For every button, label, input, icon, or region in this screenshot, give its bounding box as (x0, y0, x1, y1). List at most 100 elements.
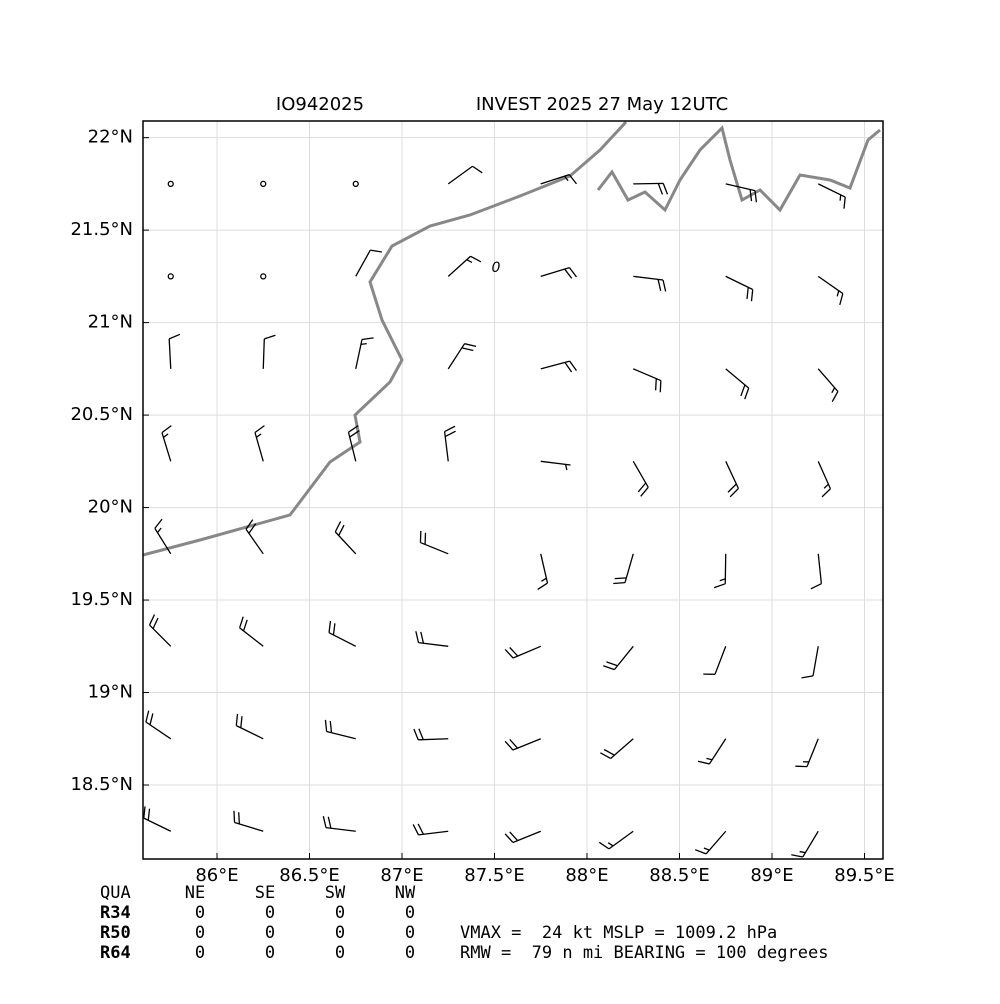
x-tick-label: 88°E (565, 865, 608, 886)
wind-barb (725, 368, 750, 400)
wind-barb (694, 830, 727, 855)
table-header: SW (325, 883, 346, 903)
wind-barb (235, 713, 264, 740)
title-right: INVEST 2025 27 May 12UTC (476, 94, 728, 115)
info-line: VMAX = 24 kt MSLP = 1009.2 hPa (460, 923, 777, 943)
table-cell: 0 (195, 943, 205, 963)
wind-barb (817, 275, 844, 306)
y-tick-label: 18.5°N (70, 774, 133, 795)
row-label: R50 (100, 923, 131, 943)
wind-barb (504, 830, 541, 844)
table-cell: 0 (335, 903, 345, 923)
table-cell: 0 (335, 923, 345, 943)
calm-marker (352, 180, 359, 188)
wind-barb (148, 614, 172, 647)
wind-barb (540, 460, 571, 471)
wind-barb (355, 337, 374, 369)
wind-barb (143, 806, 172, 832)
x-tick-label: 87°E (380, 865, 423, 886)
wind-barb (633, 182, 669, 195)
x-tick-label: 87.5°E (464, 865, 524, 886)
table-cell: 0 (195, 903, 205, 923)
row-label: R64 (100, 943, 131, 963)
wind-barb (412, 823, 449, 836)
calm-marker (260, 273, 267, 280)
wind-barb (697, 738, 727, 765)
table-header: NW (395, 883, 416, 903)
wind-barb (168, 333, 181, 369)
info-line: RMW = 79 n mi BEARING = 100 degrees (460, 943, 828, 963)
wind-barb (161, 425, 172, 462)
table-header: NE (185, 883, 205, 903)
table-cell: 0 (265, 923, 275, 943)
wind-barb (504, 738, 541, 751)
wind-barb (245, 519, 264, 555)
x-tick-label: 86.5°E (279, 865, 339, 886)
wind-barb (817, 183, 846, 209)
wind-barb (795, 738, 819, 768)
table-cell: 0 (405, 943, 415, 963)
table-cell: 0 (405, 903, 415, 923)
wind-barb (504, 645, 542, 659)
contour-label: 0 (492, 260, 501, 276)
table-cell: 0 (265, 903, 275, 923)
y-tick-label: 21°N (88, 312, 133, 333)
wind-barb (254, 425, 265, 462)
wind-barb (725, 275, 754, 302)
wind-barb (801, 646, 819, 679)
wind-barb (355, 249, 382, 277)
wind-barb (598, 830, 634, 850)
wind-barb (540, 173, 577, 185)
grid (143, 121, 883, 859)
wind-barb (540, 266, 577, 279)
calm-marker (260, 180, 267, 188)
y-tick-label: 19°N (88, 682, 133, 703)
wind-barb (262, 334, 276, 369)
plot-frame (142, 120, 884, 860)
wind-barb (447, 255, 482, 277)
y-tick-label: 20.5°N (70, 404, 133, 425)
wind-barb (600, 738, 634, 760)
barbs (143, 165, 846, 858)
wind-barb (233, 810, 264, 832)
x-tick-label: 89.5°E (834, 865, 894, 886)
y-tick-label: 19.5°N (70, 589, 133, 610)
wind-barb (713, 553, 727, 589)
wind-barb (322, 816, 356, 832)
y-tick-label: 21.5°N (70, 219, 133, 240)
table-cell: 0 (405, 923, 415, 943)
wind-barb (810, 553, 823, 590)
coastline-islands (596, 125, 881, 213)
table-cell: 0 (195, 923, 205, 943)
wind-barb (328, 620, 357, 647)
wind-barb (725, 461, 740, 498)
x-tick-label: 86°E (195, 865, 238, 886)
wind-barb (419, 530, 449, 555)
table-cell: 0 (265, 943, 275, 963)
wind-barb (725, 183, 758, 203)
wind-barb (613, 553, 634, 585)
wind-barb (347, 425, 360, 462)
wind-barb (324, 719, 356, 740)
wind-barb (145, 710, 172, 740)
wind-barb (603, 645, 634, 671)
wind-barb (633, 275, 667, 292)
wind-barb (154, 518, 172, 555)
wind-barb (415, 631, 449, 647)
wind-barb (334, 521, 357, 555)
wind-barb (413, 728, 449, 741)
y-tick-label: 22°N (88, 127, 133, 148)
calm-marker (167, 273, 174, 280)
x-tick-label: 88.5°E (649, 865, 709, 886)
table-header: QUA (100, 883, 131, 903)
wind-barb (703, 646, 727, 675)
wind-barb (632, 368, 662, 393)
wind-barb (817, 461, 832, 498)
wind-barb (443, 425, 456, 462)
wind-barb (447, 343, 477, 370)
wind-barb (817, 368, 839, 403)
row-label: R34 (100, 903, 131, 923)
